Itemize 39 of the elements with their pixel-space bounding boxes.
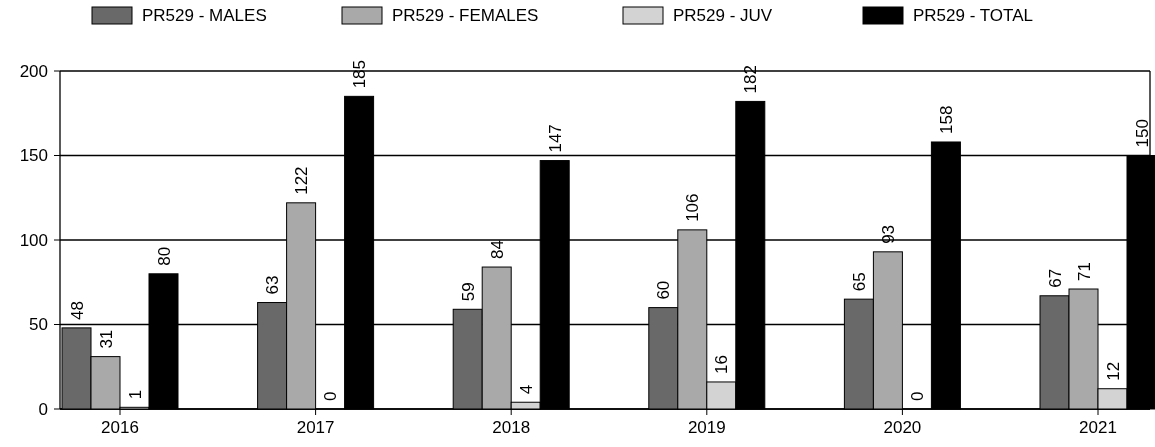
data-label: 60 bbox=[654, 280, 674, 300]
data-label: 0 bbox=[321, 391, 341, 401]
data-label: 106 bbox=[683, 193, 703, 222]
legend-label: PR529 - JUV bbox=[673, 6, 773, 25]
y-tick-label: 200 bbox=[19, 61, 48, 81]
data-label: 71 bbox=[1074, 262, 1094, 282]
data-label: 185 bbox=[350, 59, 370, 89]
data-label: 93 bbox=[878, 224, 898, 244]
data-label: 182 bbox=[741, 65, 761, 94]
x-tick-label: 2021 bbox=[1079, 418, 1117, 437]
data-label: 84 bbox=[487, 240, 507, 260]
x-tick-label: 2020 bbox=[883, 418, 922, 437]
x-tick-label: 2019 bbox=[687, 418, 726, 437]
y-tick-label: 50 bbox=[29, 315, 48, 335]
y-tick-label: 0 bbox=[38, 399, 48, 419]
x-tick-label: 2017 bbox=[296, 418, 335, 437]
data-label: 63 bbox=[263, 275, 283, 295]
data-label: 12 bbox=[1103, 361, 1123, 381]
data-label: 4 bbox=[516, 384, 536, 395]
data-label: 67 bbox=[1045, 268, 1065, 288]
data-label: 158 bbox=[936, 105, 956, 134]
data-label: 48 bbox=[67, 300, 87, 320]
data-label: 147 bbox=[545, 124, 565, 153]
data-label: 16 bbox=[712, 355, 732, 374]
data-label: 59 bbox=[458, 282, 478, 302]
data-label: 150 bbox=[1132, 119, 1152, 148]
x-tick-label: 2018 bbox=[492, 418, 531, 437]
data-label: 65 bbox=[849, 272, 869, 292]
data-label: 1 bbox=[125, 389, 145, 400]
legend-label: PR529 - TOTAL bbox=[913, 6, 1033, 25]
x-tick-label: 2016 bbox=[101, 418, 139, 437]
legend-label: PR529 - FEMALES bbox=[392, 6, 539, 25]
legend-label: PR529 - MALES bbox=[142, 6, 267, 25]
y-tick-label: 100 bbox=[19, 230, 48, 250]
data-label: 80 bbox=[154, 246, 174, 266]
data-label: 0 bbox=[907, 391, 927, 401]
data-label: 31 bbox=[96, 329, 116, 349]
data-label: 122 bbox=[292, 166, 312, 195]
y-tick-label: 150 bbox=[19, 146, 48, 166]
